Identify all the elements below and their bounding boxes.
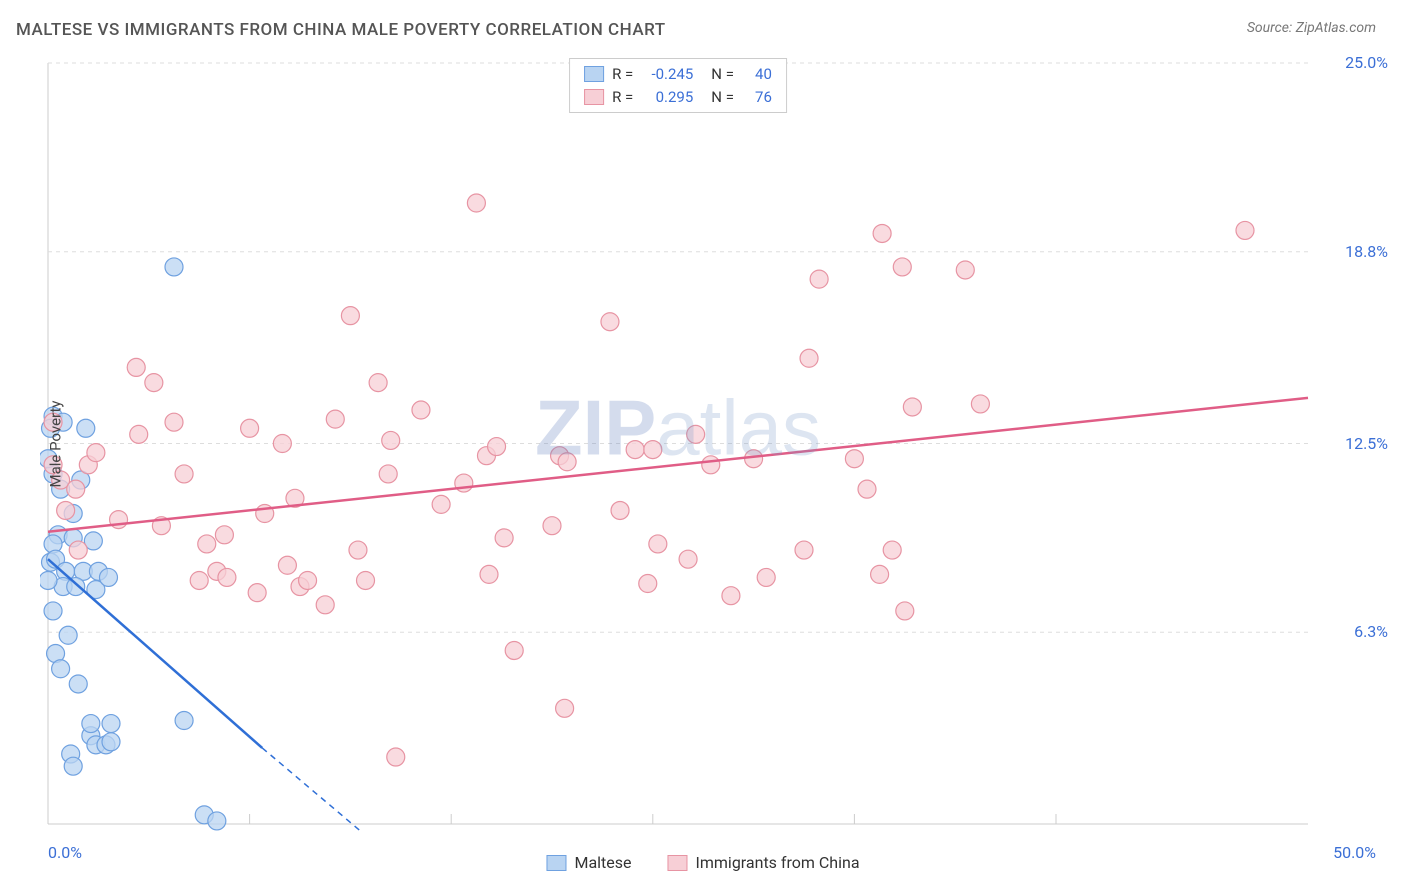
- scatter-plot: [40, 55, 1316, 832]
- legend-item: Immigrants from China: [668, 853, 860, 872]
- y-axis-label: Male Poverty: [46, 400, 64, 487]
- series-legend: Maltese Immigrants from China: [546, 853, 859, 872]
- y-axis-tick-label: 18.8%: [1345, 242, 1388, 261]
- legend-item: Maltese: [546, 853, 631, 872]
- chart-area: Male Poverty ZIPatlas R =-0.245N =40R =0…: [40, 55, 1316, 832]
- y-axis-tick-label: 25.0%: [1345, 53, 1388, 72]
- legend-row-china: R =0.295N =76: [584, 86, 772, 109]
- y-axis-tick-label: 6.3%: [1354, 622, 1388, 641]
- y-axis-tick-label: 12.5%: [1345, 434, 1388, 453]
- x-axis-min-label: 0.0%: [48, 843, 82, 862]
- chart-title: MALTESE VS IMMIGRANTS FROM CHINA MALE PO…: [16, 20, 666, 40]
- source-attribution: Source: ZipAtlas.com: [1247, 20, 1376, 36]
- x-axis-max-label: 50.0%: [1333, 843, 1376, 862]
- legend-row-maltese: R =-0.245N =40: [584, 63, 772, 86]
- correlation-legend: R =-0.245N =40R =0.295N =76: [569, 58, 787, 113]
